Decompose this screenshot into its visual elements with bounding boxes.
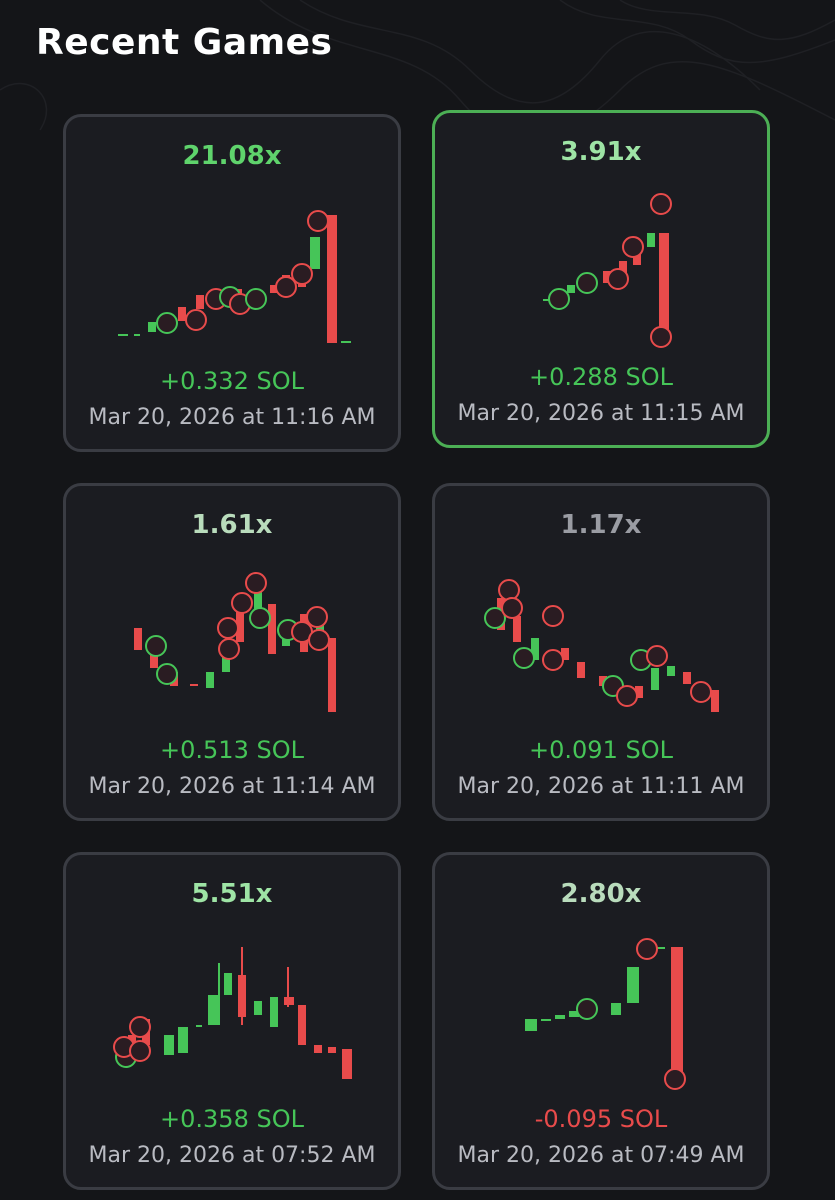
multiplier-label: 1.61x [191, 510, 273, 540]
recent-games-title: Recent Games [36, 22, 333, 63]
profit-label: +0.288 SOL [529, 363, 673, 391]
game-candlestick-chart [525, 938, 686, 1090]
trade-markers [113, 1016, 151, 1068]
profit-label: +0.358 SOL [160, 1105, 304, 1133]
trade-markers [156, 210, 329, 334]
game-card[interactable]: 3.91x +0.288 SOL Mar 20, 2026 at 11:15 A… [432, 110, 770, 448]
profit-label: +0.513 SOL [160, 736, 304, 764]
profit-label: -0.095 SOL [534, 1105, 668, 1133]
profit-label: +0.091 SOL [529, 736, 673, 764]
trade-markers [484, 579, 712, 707]
multiplier-label: 3.91x [560, 137, 642, 167]
game-card[interactable]: 5.51x +0.358 SOL [63, 852, 401, 1190]
multiplier-label: 1.17x [560, 510, 642, 540]
game-date: Mar 20, 2026 at 07:49 AM [457, 1143, 745, 1168]
game-card[interactable]: 1.17x [432, 483, 770, 821]
game-date: Mar 20, 2026 at 11:16 AM [88, 405, 376, 430]
trade-markers [548, 193, 672, 348]
game-date: Mar 20, 2026 at 11:14 AM [88, 774, 376, 799]
game-candlestick-chart [118, 210, 351, 343]
game-date: Mar 20, 2026 at 11:11 AM [457, 774, 745, 799]
game-date: Mar 20, 2026 at 11:15 AM [457, 401, 745, 426]
multiplier-label: 2.80x [560, 879, 642, 909]
game-candlestick-chart [134, 572, 336, 712]
game-candlestick-chart [543, 193, 672, 348]
game-date: Mar 20, 2026 at 07:52 AM [88, 1143, 376, 1168]
candles [525, 947, 683, 1081]
trade-markers [576, 938, 686, 1090]
trade-markers [145, 572, 330, 685]
game-card[interactable]: 1.61x [63, 483, 401, 821]
candles [128, 947, 352, 1079]
candles [543, 233, 669, 339]
game-card[interactable]: 2.80x -0.095 SOL Mar 20, 2026 at 07:49 A… [432, 852, 770, 1190]
game-candlestick-chart [484, 579, 719, 712]
game-card[interactable]: 21.08x [63, 114, 401, 452]
profit-label: +0.332 SOL [160, 367, 304, 395]
candles [118, 215, 351, 343]
multiplier-label: 5.51x [191, 879, 273, 909]
game-candlestick-chart [113, 947, 352, 1079]
multiplier-label: 21.08x [182, 141, 282, 171]
